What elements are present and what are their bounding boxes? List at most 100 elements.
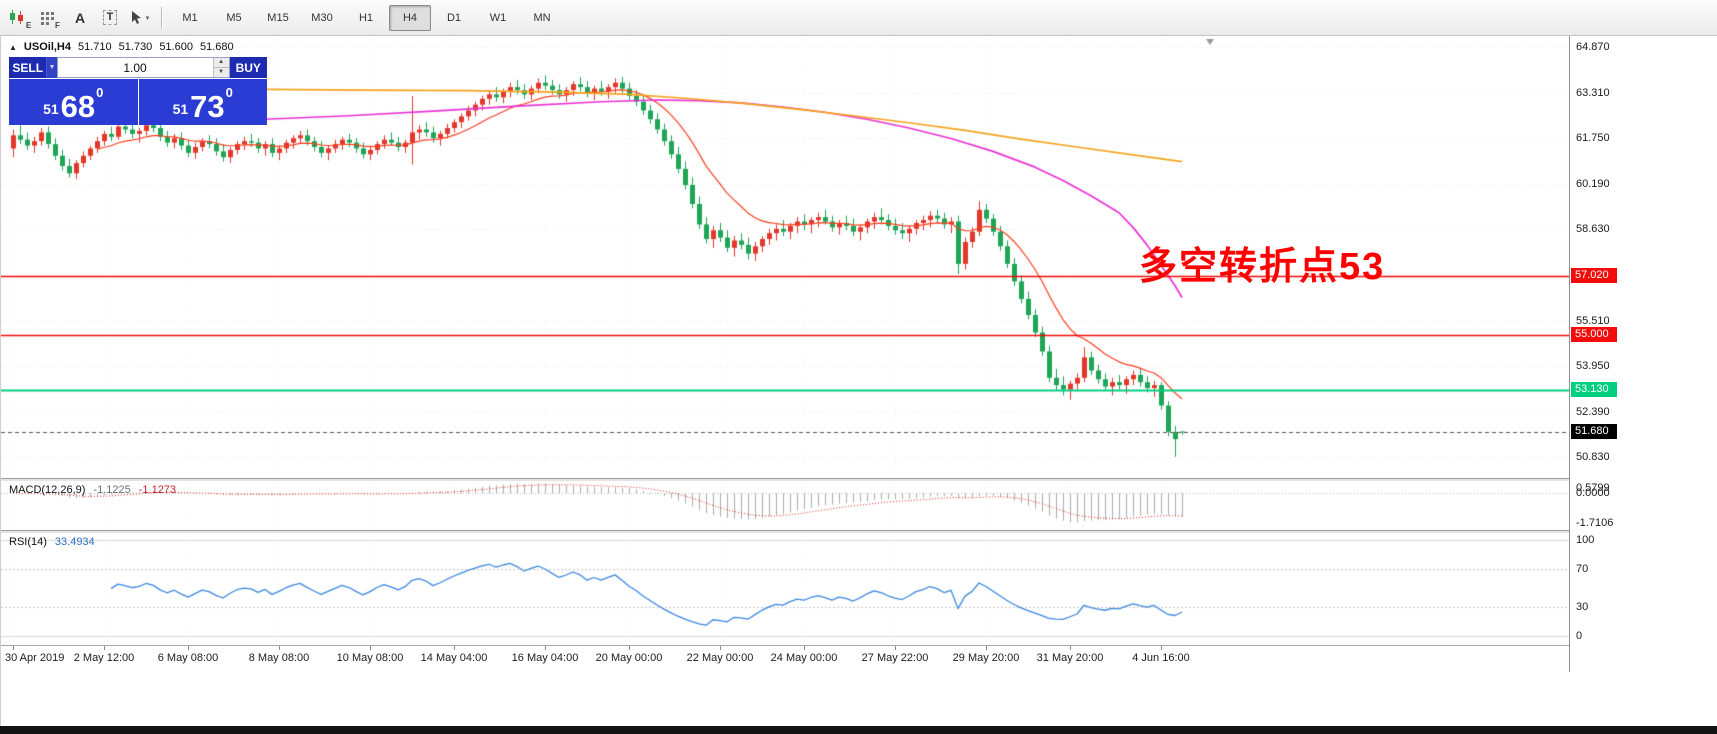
- price-tick-label: 63.310: [1576, 87, 1610, 99]
- text-label-button[interactable]: T: [96, 5, 124, 31]
- icon-sub-label: E: [25, 20, 32, 30]
- sell-price-tile[interactable]: 51 68 0: [9, 79, 138, 125]
- sell-price-pip: 0: [96, 85, 104, 100]
- volume-input[interactable]: [57, 58, 213, 77]
- price-tick-label: 60.190: [1576, 178, 1610, 190]
- timeframe-button-w1[interactable]: W1: [489, 11, 507, 24]
- time-axis-tick: [279, 646, 280, 650]
- timeframe-button-d1[interactable]: D1: [446, 11, 462, 24]
- buy-price-pip: 0: [225, 85, 233, 100]
- volume-increase-button[interactable]: ▲: [213, 58, 229, 68]
- timeframe-button-m30[interactable]: M30: [311, 11, 333, 24]
- price-tick-label: 53.950: [1576, 360, 1610, 372]
- buy-price-prefix: 51: [172, 101, 189, 117]
- price-scale[interactable]: 64.870 63.310 61.750 60.190 58.630 55.510 53.9…: [1569, 36, 1662, 672]
- time-axis-tick: [895, 646, 896, 650]
- volume-dropdown-button[interactable]: ▼: [46, 57, 57, 78]
- price-tick-label: 52.390: [1576, 406, 1610, 418]
- macd-name: MACD(12,26,9): [9, 484, 86, 496]
- timeframe-button-h1[interactable]: H1: [358, 11, 374, 24]
- icon-sub-label: F: [55, 20, 60, 30]
- time-axis-label: 8 May 08:00: [248, 652, 310, 664]
- close-value: 51.680: [199, 41, 234, 53]
- ohlc-header: ▲ USOil,H4 51.710 51.730 51.600 51.680: [9, 41, 234, 53]
- toolbar-separator: [161, 6, 162, 29]
- time-axis-tick: [104, 646, 105, 650]
- time-axis-tick: [545, 646, 546, 650]
- timeframe-button-m15[interactable]: M15: [267, 11, 289, 24]
- text-annotation-button[interactable]: A: [66, 5, 94, 31]
- volume-field: ▲ ▼: [56, 57, 230, 78]
- time-axis-label: 2 May 12:00: [73, 652, 135, 664]
- candlestick-chart-icon: [9, 10, 23, 24]
- low-value: 51.600: [159, 41, 193, 53]
- indicator-scale-label: 0: [1576, 630, 1583, 642]
- buy-price-tile[interactable]: 51 73 0: [138, 79, 267, 125]
- grid-style-button[interactable]: F: [36, 5, 64, 31]
- time-axis-label: 4 Jun 16:00: [1132, 652, 1190, 664]
- panel-splitter[interactable]: [1, 530, 1569, 533]
- chevron-down-icon: ▾: [145, 14, 150, 22]
- toolbar: E F A T ▾ M1 M5 M15 M30 H1 H4 D1 W1 MN: [0, 0, 1717, 36]
- symbol-marker-icon: ▲: [9, 42, 17, 52]
- macd-panel-canvas[interactable]: [1, 481, 1569, 530]
- grid-icon: [41, 11, 55, 25]
- text-box-icon: T: [102, 10, 118, 25]
- rsi-name: RSI(14): [9, 536, 47, 548]
- time-axis-tick: [188, 646, 189, 650]
- panel-splitter[interactable]: [1, 478, 1569, 481]
- time-axis-label: 16 May 04:00: [511, 652, 579, 664]
- time-axis-label: 10 May 08:00: [336, 652, 404, 664]
- time-axis-label: 29 May 20:00: [952, 652, 1020, 664]
- price-level-badge: 57.020: [1571, 268, 1617, 283]
- time-axis-tick: [454, 646, 455, 650]
- timeframe-toolbar: M1 M5 M15 M30 H1 H4 D1 W1 MN: [168, 4, 564, 31]
- chevron-down-icon: ▼: [48, 64, 56, 71]
- volume-stepper: ▲ ▼: [212, 58, 229, 77]
- window-edge: [0, 726, 1717, 734]
- price-tick-label: 55.510: [1576, 315, 1610, 327]
- time-axis[interactable]: 30 Apr 2019 2 May 12:00 6 May 08:00 8 May 0…: [1, 645, 1569, 672]
- rsi-indicator-label: RSI(14) 33.4934: [9, 536, 95, 548]
- rsi-value: 33.4934: [54, 536, 95, 548]
- time-axis-label: 20 May 00:00: [595, 652, 663, 664]
- indicator-scale-label: -1.7106: [1576, 517, 1614, 529]
- time-axis-label: 30 Apr 2019: [5, 652, 65, 664]
- time-axis-tick: [804, 646, 805, 650]
- indicator-scale-label: 0.0000: [1576, 487, 1610, 499]
- high-value: 51.730: [118, 41, 153, 53]
- time-axis-tick: [720, 646, 721, 650]
- time-axis-label: 14 May 04:00: [420, 652, 488, 664]
- sell-button[interactable]: SELL: [9, 57, 47, 78]
- candlestick-style-button[interactable]: E: [6, 5, 34, 31]
- time-axis-tick: [370, 646, 371, 650]
- time-axis-label: 6 May 08:00: [157, 652, 219, 664]
- macd-signal-value: -1.1273: [138, 484, 177, 496]
- sell-price-big: 68: [60, 88, 96, 124]
- price-level-badge: 53.130: [1571, 382, 1617, 397]
- timeframe-button-mn[interactable]: MN: [533, 11, 551, 24]
- timeframe-button-h4[interactable]: H4: [389, 4, 431, 31]
- chart-text-annotation[interactable]: 多空转折点53: [1139, 246, 1386, 288]
- rsi-panel-canvas[interactable]: [1, 533, 1569, 645]
- time-axis-label: 22 May 00:00: [686, 652, 754, 664]
- volume-decrease-button[interactable]: ▼: [213, 68, 229, 77]
- time-axis-label: 31 May 20:00: [1036, 652, 1104, 664]
- indicator-scale-label: 100: [1576, 534, 1595, 546]
- time-axis-label: 27 May 22:00: [861, 652, 929, 664]
- price-tick-label: 61.750: [1576, 132, 1610, 144]
- cursor-tool-button[interactable]: ▾: [126, 5, 154, 31]
- time-axis-label: 24 May 00:00: [770, 652, 838, 664]
- buy-button[interactable]: BUY: [229, 57, 267, 78]
- price-tick-label: 50.830: [1576, 451, 1610, 463]
- bid-price-badge: 51.680: [1571, 424, 1617, 439]
- sell-price-prefix: 51: [43, 101, 59, 117]
- symbol-timeframe-label: USOil,H4: [23, 41, 71, 53]
- timeframe-button-m5[interactable]: M5: [226, 11, 242, 24]
- time-axis-tick: [629, 646, 630, 650]
- time-axis-tick: [1161, 646, 1162, 650]
- timeframe-button-m1[interactable]: M1: [182, 11, 198, 24]
- macd-main-value: -1.1225: [93, 484, 131, 496]
- buy-price-big: 73: [190, 88, 225, 124]
